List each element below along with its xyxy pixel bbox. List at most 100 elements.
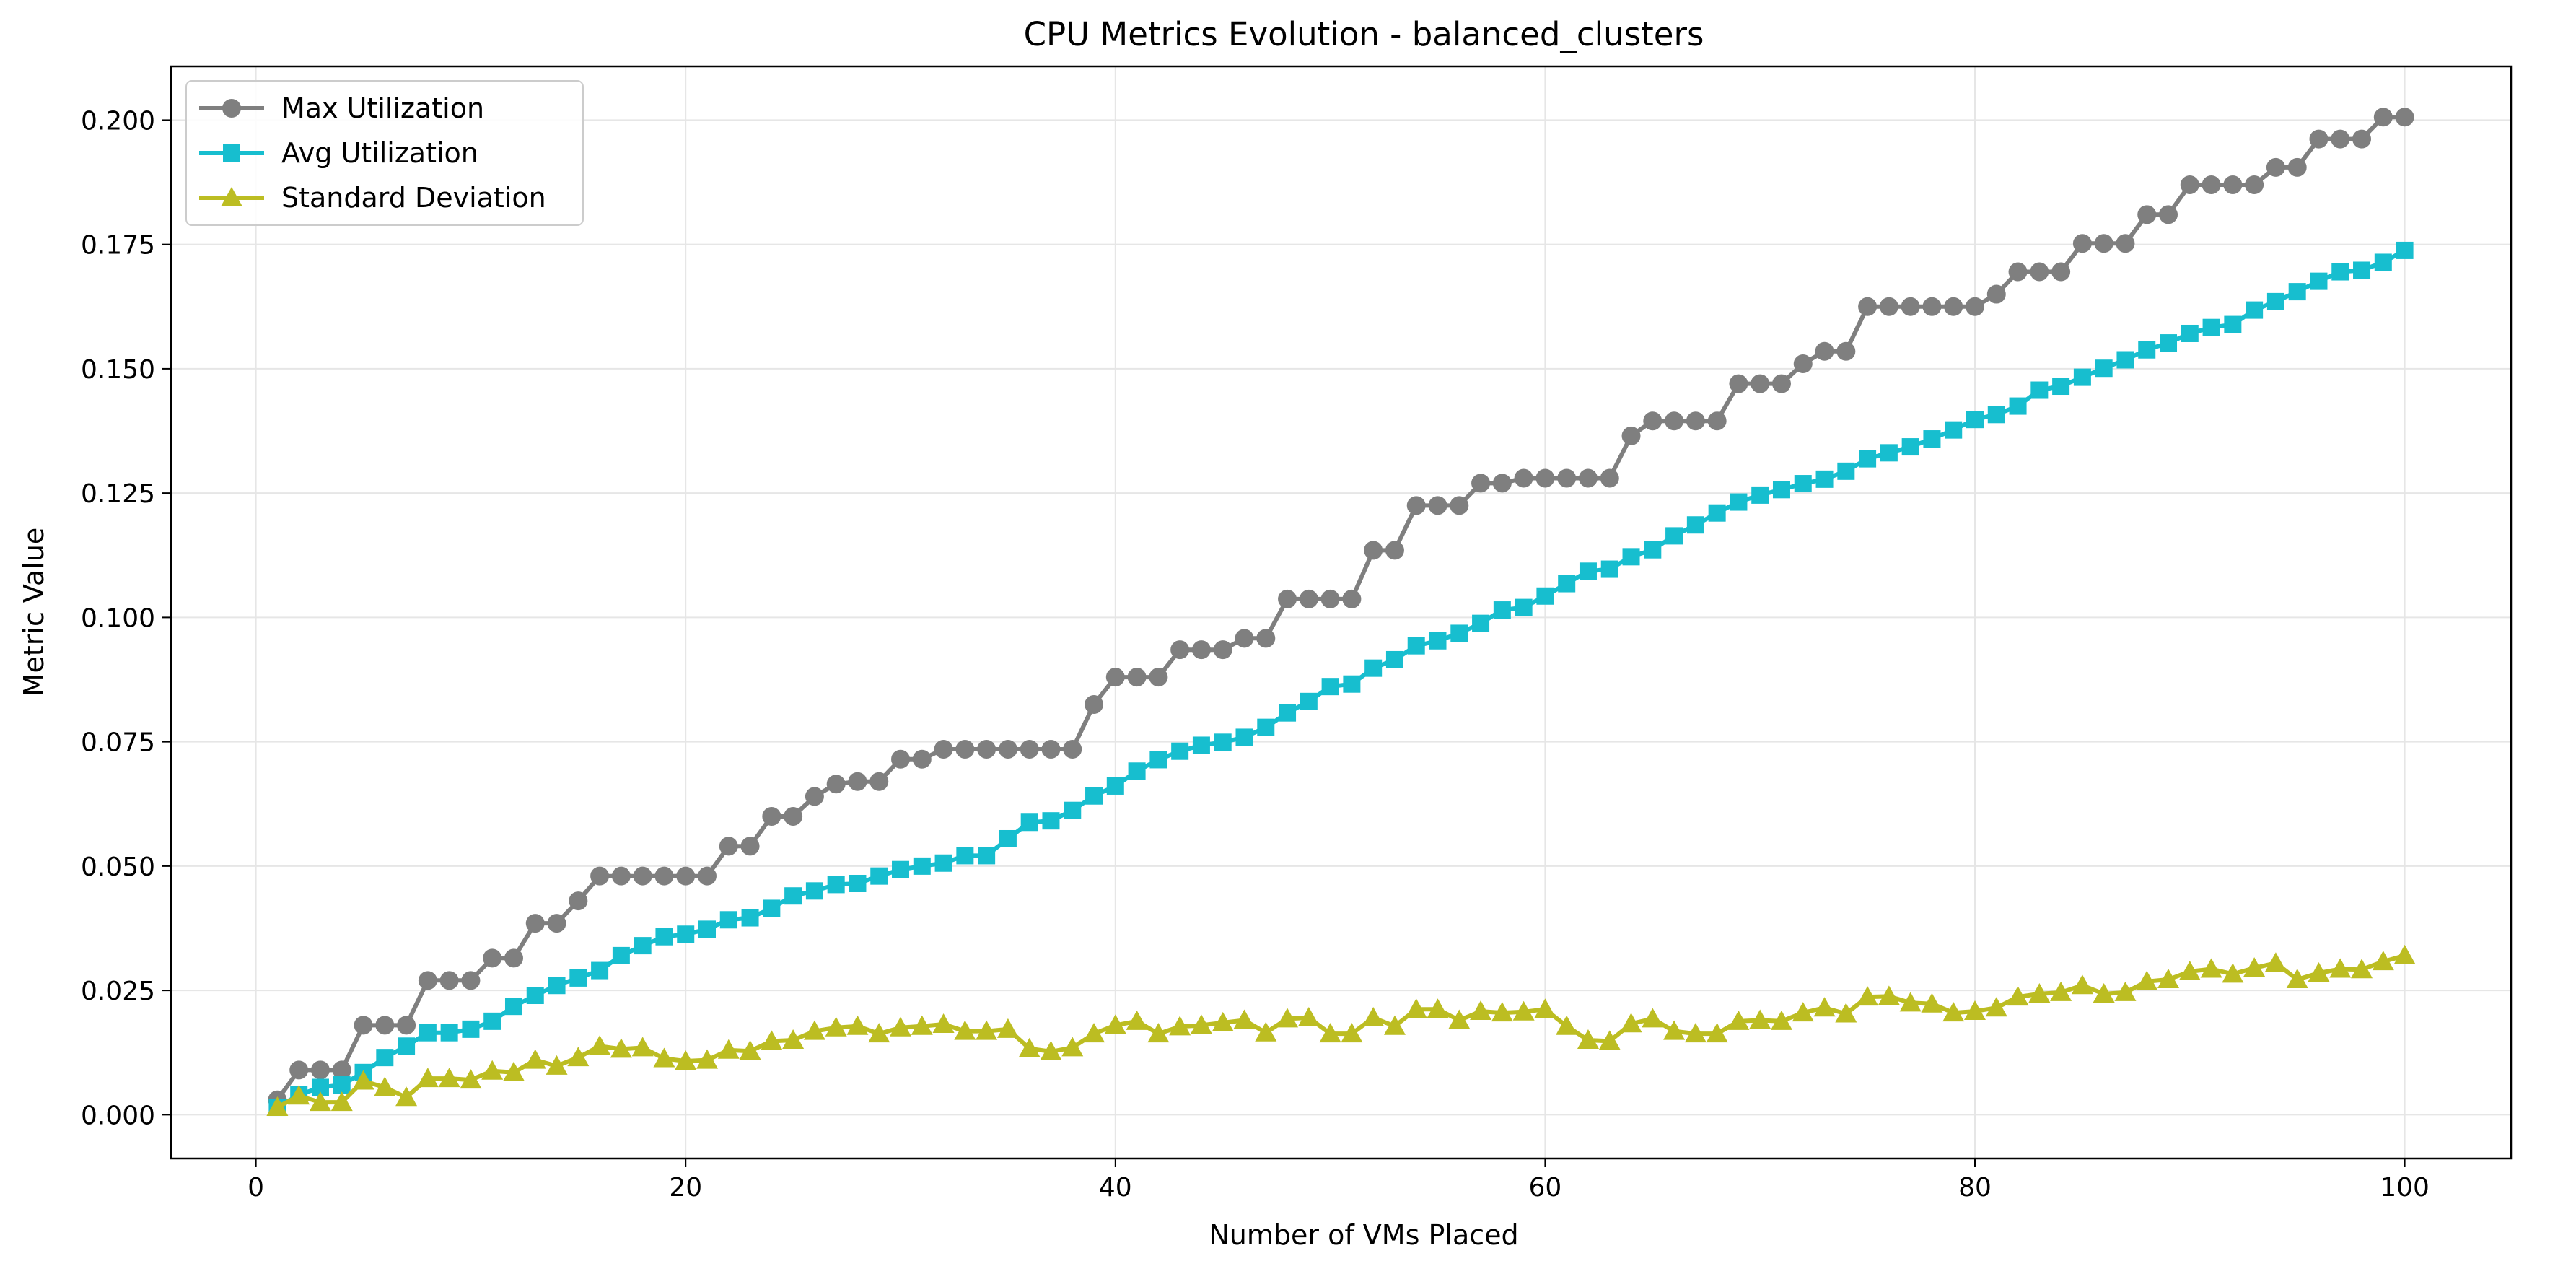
data-point-max-utilization [1643,411,1662,431]
data-point-avg-utilization [1923,430,1941,448]
data-point-standard-deviation [1470,1000,1492,1021]
data-point-max-utilization [934,739,953,759]
data-point-avg-utilization [655,928,673,946]
x-tick-label: 40 [1099,1173,1132,1203]
data-point-avg-utilization [376,1049,394,1067]
data-point-avg-utilization [2396,241,2414,259]
data-point-max-utilization [2287,157,2307,177]
data-point-avg-utilization [2095,359,2113,378]
data-point-standard-deviation [1233,1009,1256,1029]
data-point-standard-deviation [2264,952,2287,972]
data-point-max-utilization [1965,297,1984,316]
data-point-standard-deviation [1642,1008,1664,1028]
data-point-standard-deviation [1792,1002,1814,1022]
data-point-avg-utilization [1708,504,1726,522]
data-point-max-utilization [2159,205,2178,224]
data-point-avg-utilization [1450,624,1468,642]
data-point-avg-utilization [1020,813,1038,832]
data-point-max-utilization [977,739,996,759]
data-point-standard-deviation [1942,1002,1965,1022]
data-point-standard-deviation [631,1037,654,1057]
data-point-avg-utilization [612,946,630,964]
data-point-avg-utilization [2202,318,2220,336]
data-point-max-utilization [1621,426,1641,445]
data-point-standard-deviation [868,1023,890,1043]
data-point-max-utilization [1299,589,1318,608]
data-point-avg-utilization [2224,315,2242,333]
data-point-standard-deviation [2351,959,2373,979]
data-point-standard-deviation [1319,1023,1341,1043]
data-point-avg-utilization [398,1037,416,1055]
data-point-avg-utilization [849,874,867,892]
data-point-standard-deviation [2136,970,2158,990]
data-point-standard-deviation [416,1068,439,1088]
data-point-avg-utilization [1493,601,1511,619]
data-point-avg-utilization [1579,562,1597,580]
data-point-max-utilization [2395,108,2414,127]
data-point-max-utilization [698,866,717,886]
y-tick-label: 0.125 [81,479,155,509]
data-point-avg-utilization [2116,351,2134,369]
data-point-avg-utilization [2073,368,2091,386]
data-point-standard-deviation [782,1029,805,1050]
data-point-avg-utilization [1558,575,1576,593]
data-point-standard-deviation [976,1020,998,1040]
data-point-standard-deviation [2007,986,2029,1006]
data-point-standard-deviation [1297,1007,1320,1027]
data-point-max-utilization [2266,157,2285,177]
y-tick-label: 0.175 [81,231,155,261]
legend-marker-max-utilization [222,99,241,118]
data-point-standard-deviation [288,1085,310,1105]
data-point-max-utilization [1600,468,1619,488]
data-point-avg-utilization [698,920,717,938]
data-point-standard-deviation [1427,998,1449,1018]
y-tick-label: 0.200 [81,106,155,136]
data-point-standard-deviation [438,1068,460,1088]
data-point-max-utilization [1020,739,1039,759]
data-point-max-utilization [310,1060,330,1080]
data-point-standard-deviation [1491,1002,1513,1022]
data-point-standard-deviation [502,1061,525,1081]
data-point-standard-deviation [1083,1023,1105,1043]
series-line-max-utilization [275,115,2405,1101]
data-point-max-utilization [375,1016,395,1035]
data-point-max-utilization [1191,640,1211,660]
data-point-max-utilization [998,739,1017,759]
data-point-max-utilization [719,837,738,856]
data-point-standard-deviation [1169,1016,1191,1036]
data-point-standard-deviation [696,1049,719,1069]
data-point-standard-deviation [2114,981,2137,1001]
data-point-max-utilization [955,739,975,759]
data-point-max-utilization [1278,589,1297,608]
data-point-max-utilization [418,971,437,990]
data-point-standard-deviation [1899,992,1922,1012]
series-avg-utilization [268,241,2414,1117]
legend-label-standard-deviation: Standard Deviation [281,182,546,214]
y-tick-label: 0.100 [81,603,155,633]
data-point-avg-utilization [1343,675,1361,693]
data-point-avg-utilization [1600,560,1618,578]
data-point-avg-utilization [1300,692,1318,710]
data-point-avg-utilization [1085,787,1103,805]
data-point-max-utilization [1364,541,1383,560]
data-point-max-utilization [912,749,932,769]
data-point-avg-utilization [419,1024,437,1042]
data-point-avg-utilization [2138,341,2156,359]
data-point-avg-utilization [1859,450,1877,468]
data-point-max-utilization [1793,354,1813,374]
data-point-standard-deviation [460,1069,482,1089]
data-point-avg-utilization [2160,334,2178,352]
data-point-max-utilization [611,866,631,886]
data-point-standard-deviation [1598,1030,1621,1050]
data-point-max-utilization [1514,468,1533,488]
data-point-max-utilization [1836,341,1856,361]
data-point-standard-deviation [1362,1007,1385,1027]
data-point-max-utilization [1707,411,1727,431]
data-point-standard-deviation [481,1060,504,1080]
data-point-standard-deviation [1963,1000,1986,1021]
data-point-standard-deviation [2329,958,2352,978]
data-point-standard-deviation [932,1013,955,1033]
data-point-standard-deviation [890,1016,912,1037]
data-point-avg-utilization [1987,406,2005,424]
data-point-standard-deviation [1147,1023,1170,1043]
